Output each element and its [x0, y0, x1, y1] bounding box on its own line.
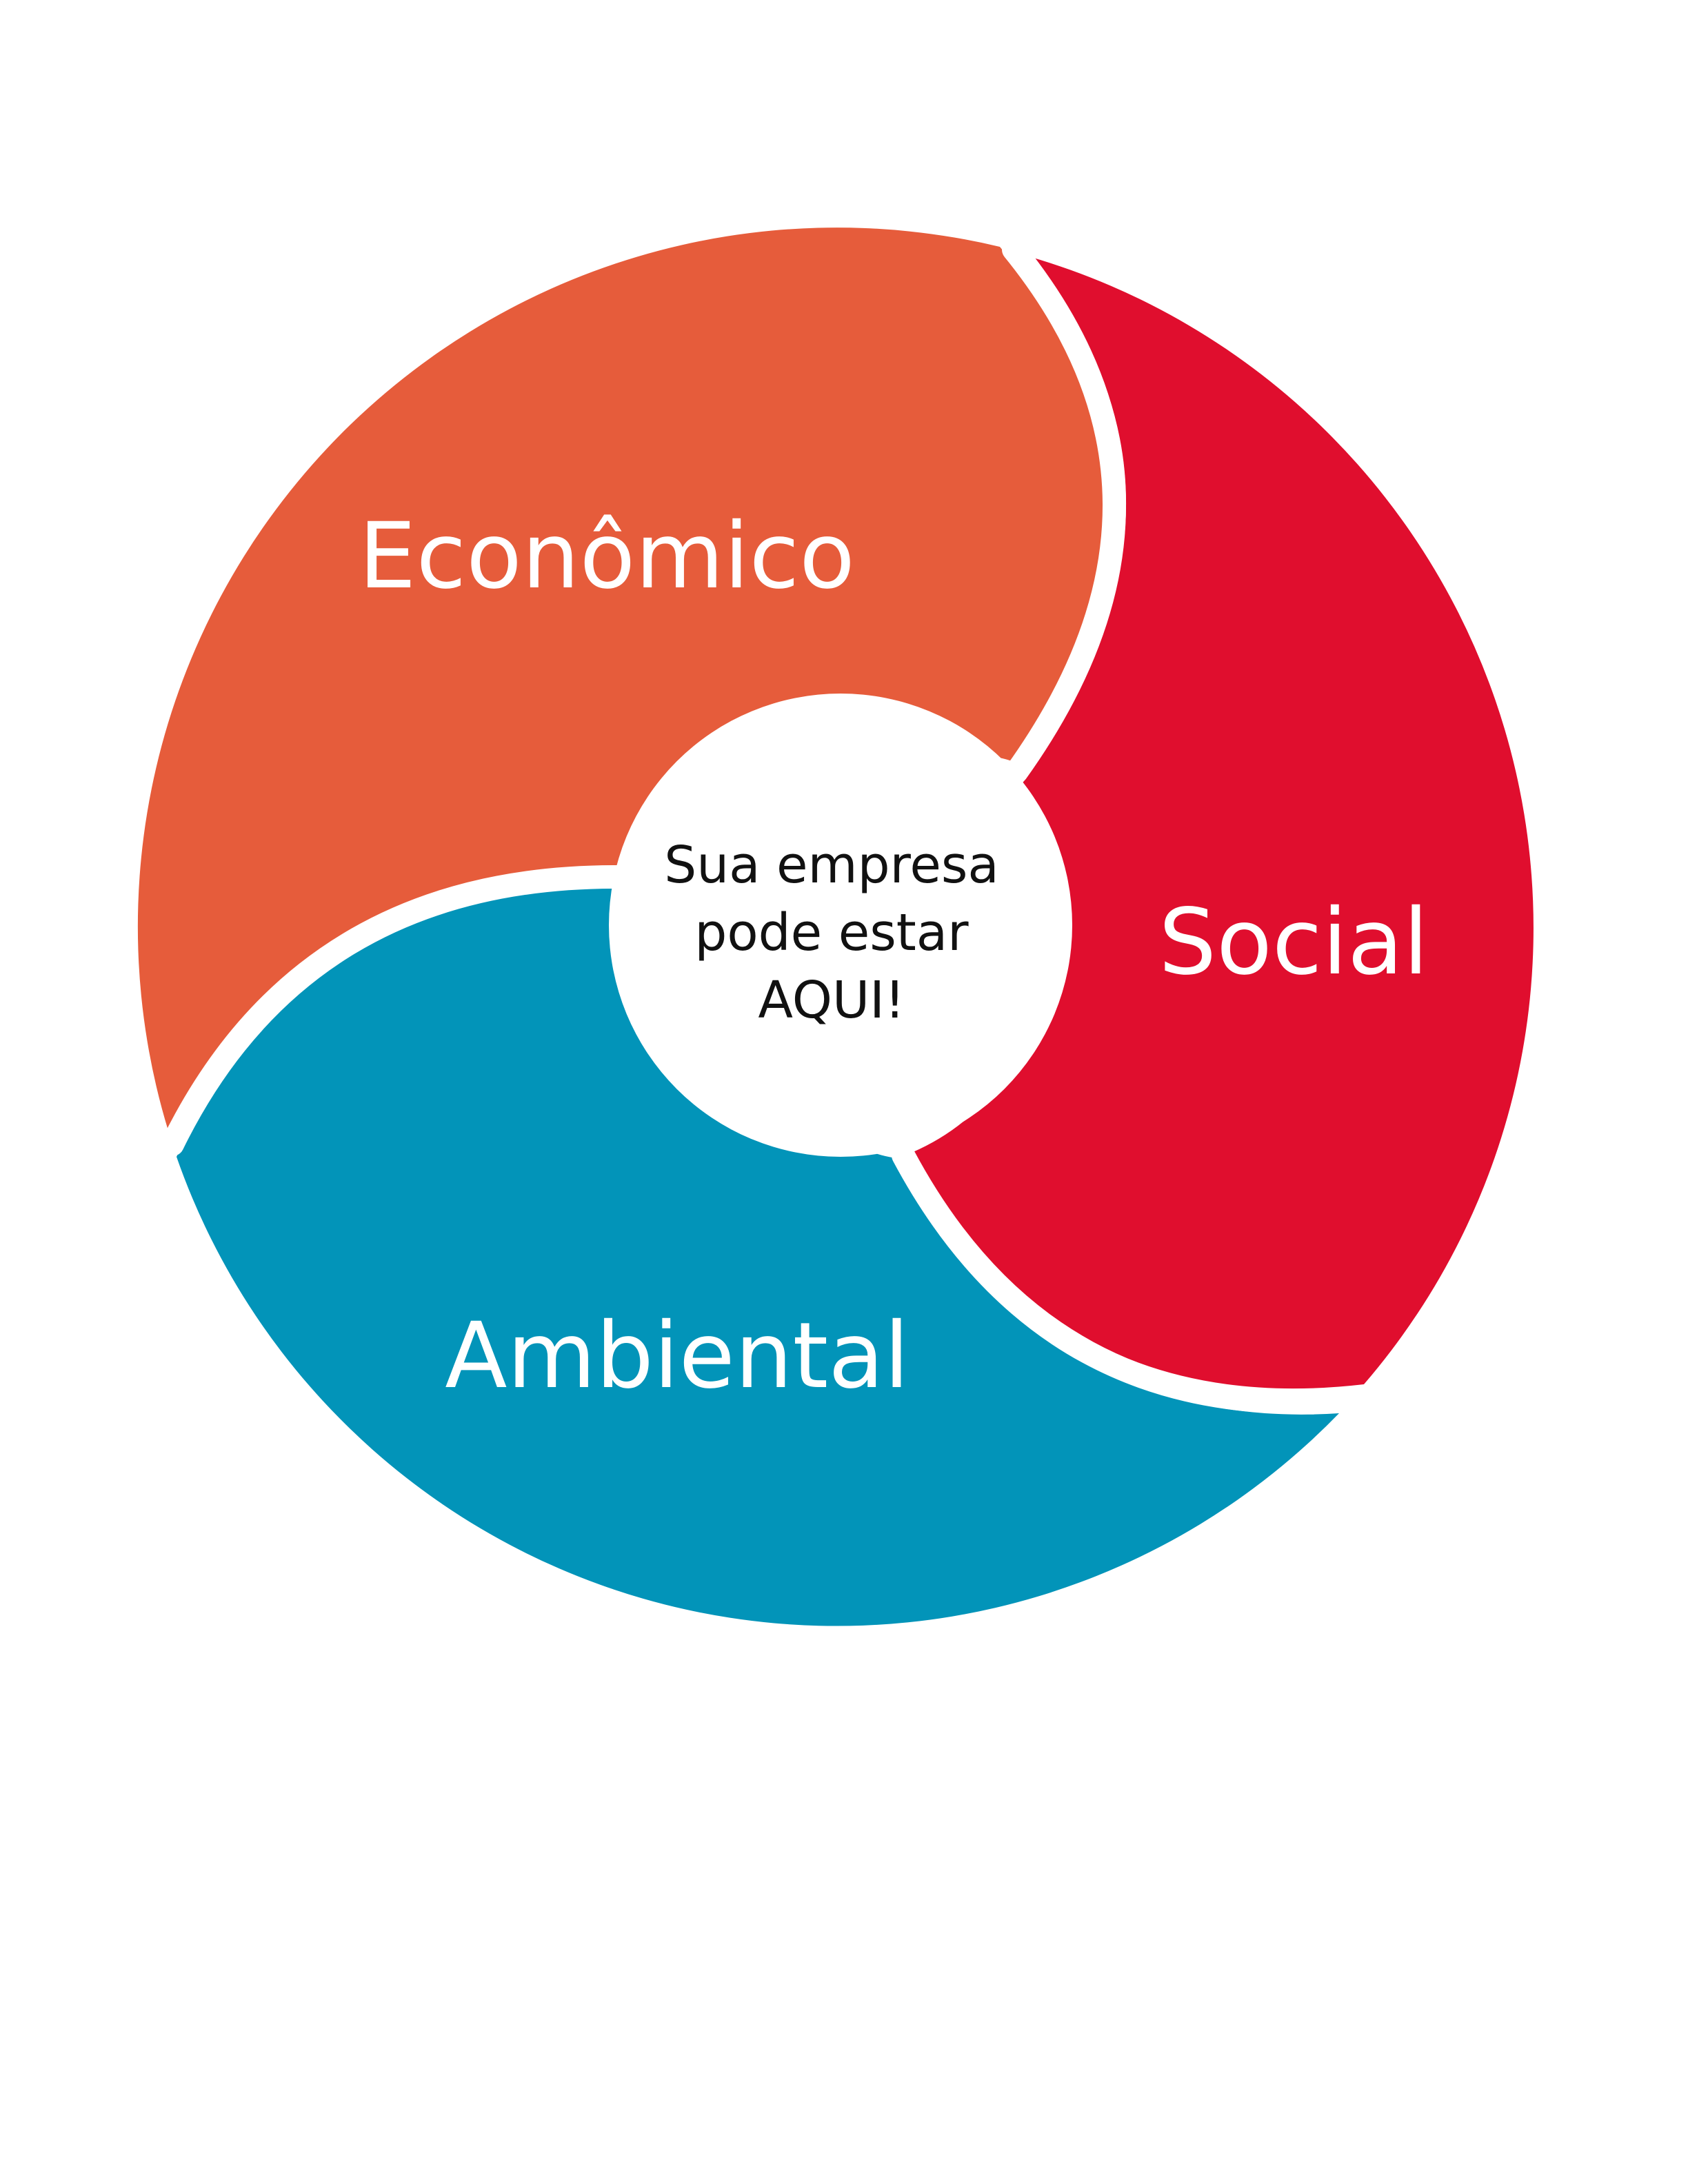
segment-social — [912, 256, 1534, 1389]
center-text-line1: Sua empresa — [664, 836, 999, 895]
center-text-line2: pode estar — [694, 903, 969, 962]
label-social: Social — [1158, 889, 1428, 995]
label-ambiental: Ambiental — [445, 1303, 910, 1409]
center-circle — [609, 694, 1072, 1157]
separator-social-ambiental — [892, 1144, 1363, 1414]
label-economico: Econômico — [359, 503, 855, 609]
separator-economico-ambiental — [161, 865, 849, 1156]
center-text-line3: AQUI! — [758, 971, 905, 1030]
separator-economico-social — [1002, 238, 1126, 784]
segment-economico — [137, 228, 1104, 1131]
segment-ambiental — [177, 888, 1339, 1626]
